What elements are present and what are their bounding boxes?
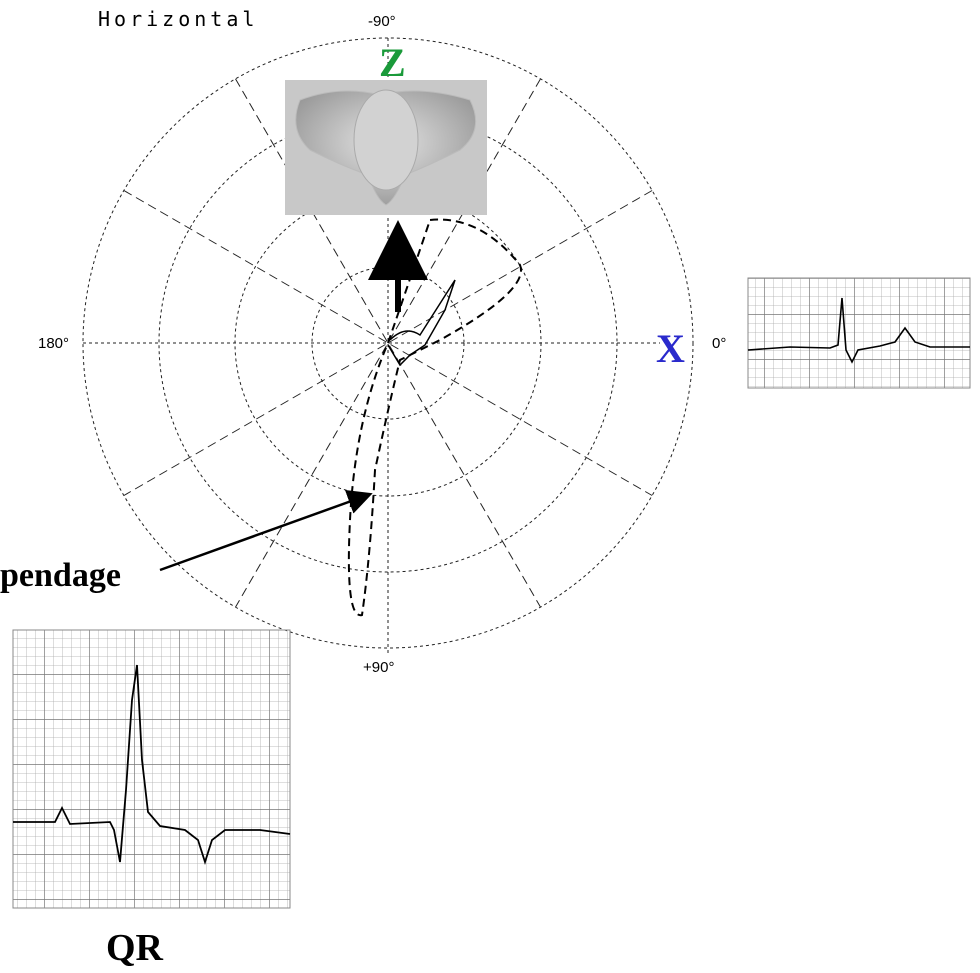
angle-label: +90° [363,659,394,676]
angle-label: 180° [38,335,69,352]
radial-line [123,190,653,496]
ecg-strip [12,629,291,909]
angle-label: -90° [368,13,396,30]
angle-label: 0° [712,335,726,352]
title: Horizontal [98,7,258,31]
ecg-label: QR [106,927,164,969]
heart-image [285,80,487,215]
ecg-strip [747,277,971,389]
axis-label: X [656,326,685,371]
annotation: pendage [0,557,121,594]
radial-line [235,78,541,608]
axis-label: Z [379,40,406,85]
radial-line [123,190,653,496]
vector-loop [159,218,522,617]
